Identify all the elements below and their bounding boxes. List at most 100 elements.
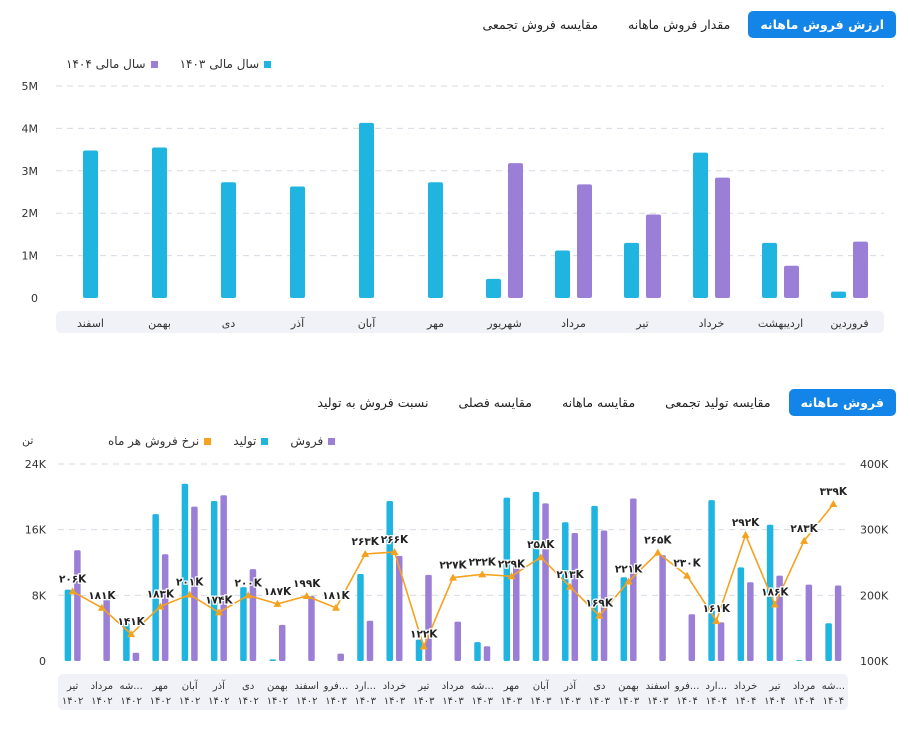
x-tick-year: ۱۴۰۴ bbox=[706, 696, 727, 707]
bar-1404 bbox=[853, 241, 868, 298]
legend-item-1403[interactable]: سال مالی ۱۴۰۳ bbox=[180, 57, 272, 71]
x-tick-month: خرداد bbox=[383, 681, 406, 692]
bar-1404 bbox=[646, 214, 661, 298]
x-tick-label: آبان bbox=[358, 316, 376, 330]
bar-production bbox=[562, 522, 569, 661]
bar-production bbox=[825, 623, 832, 661]
x-tick-year: ۱۴۰۳ bbox=[559, 696, 581, 707]
legend-swatch-purple bbox=[150, 60, 158, 68]
x-tick-month: تیر bbox=[417, 681, 430, 692]
x-tick-month: بهمن bbox=[618, 681, 639, 692]
rate-data-label: ۲۲۹K bbox=[498, 558, 526, 570]
tab-cumulative-sales-compare[interactable]: مقایسه فروش تجمعی bbox=[482, 17, 599, 32]
x-tick-year: ۱۴۰۳ bbox=[530, 696, 552, 707]
rate-data-label: ۲۶۳K bbox=[352, 536, 380, 548]
rate-data-label: ۲۶۶K bbox=[381, 534, 409, 546]
rate-data-label: ۱۶۹K bbox=[586, 598, 614, 610]
rate-marker bbox=[741, 530, 750, 538]
legend-item-production[interactable]: تولید bbox=[233, 434, 269, 448]
bar-sales bbox=[834, 585, 842, 661]
bar-sales bbox=[542, 503, 549, 661]
x-tick-year: ۱۴۰۲ bbox=[267, 696, 288, 707]
rate-marker bbox=[68, 587, 77, 595]
bar-sales bbox=[454, 621, 461, 661]
rate-marker bbox=[536, 553, 545, 561]
x-tick-year: ۱۴۰۴ bbox=[735, 696, 756, 707]
x-tick-year: ۱۴۰۳ bbox=[384, 696, 406, 707]
x-tick-year: ۱۴۰۳ bbox=[325, 696, 347, 707]
x-axis-strip bbox=[56, 311, 884, 333]
bar-production bbox=[708, 500, 715, 661]
left-axis-unit: تن bbox=[22, 434, 34, 447]
rate-marker bbox=[214, 608, 223, 616]
bar-production bbox=[210, 500, 218, 661]
bottom-chart-legend: فروش تولید نرخ فروش هر ماه bbox=[108, 434, 336, 448]
legend-item-1404[interactable]: سال مالی ۱۴۰۴ bbox=[66, 57, 158, 71]
x-tick-month: اسفند bbox=[294, 681, 318, 692]
rate-data-label: ۳۳۹K bbox=[820, 486, 848, 498]
x-tick-month: آبان bbox=[533, 679, 550, 692]
legend-item-rate[interactable]: نرخ فروش هر ماه bbox=[108, 434, 212, 448]
x-tick-month: بهمن bbox=[267, 681, 288, 692]
x-tick-month: فرو... bbox=[674, 681, 700, 692]
top-bar-chart: 0 1M 2M 3M 4M 5M فروردین اردیبهشت خرداد تیر مرداد ش… bbox=[22, 80, 884, 333]
x-tick-year: ۱۴۰۴ bbox=[676, 696, 697, 707]
y-tick-label: 2M bbox=[22, 207, 39, 220]
rate-marker bbox=[331, 603, 340, 611]
x-tick-month: آبان bbox=[182, 679, 199, 692]
rate-marker bbox=[390, 547, 399, 555]
x-tick-year: ۱۴۰۲ bbox=[62, 696, 83, 707]
bar-sales bbox=[571, 532, 579, 661]
bottom-tab-bar: فروش ماهانه مقایسه تولید تجمعی مقایسه ما… bbox=[305, 389, 896, 416]
x-tick-year: ۱۴۰۳ bbox=[501, 696, 523, 707]
x-tick-label: اردیبهشت bbox=[758, 317, 803, 330]
tab-monthly-sales[interactable]: فروش ماهانه bbox=[788, 389, 896, 416]
rate-marker bbox=[566, 582, 575, 590]
x-tick-year: ۱۴۰۳ bbox=[472, 696, 494, 707]
rate-data-label: ۱۹۹K bbox=[293, 578, 321, 590]
rate-data-label: ۱۸۳K bbox=[147, 588, 175, 600]
rate-data-label: ۲۰۶K bbox=[59, 573, 87, 585]
y-tick-label: 0 bbox=[31, 292, 38, 305]
rate-marker bbox=[273, 599, 282, 607]
x-tick-month: مهر bbox=[503, 681, 519, 692]
bar-sales bbox=[249, 569, 257, 661]
bar-production bbox=[766, 524, 774, 661]
left-y-tick-label: 16K bbox=[25, 524, 47, 537]
x-tick-label: مهر bbox=[426, 317, 444, 330]
rate-data-label: ۲۱۳K bbox=[556, 569, 584, 581]
bar-sales bbox=[161, 554, 169, 661]
bar-sales bbox=[278, 624, 286, 661]
tab-monthly-sales-quantity[interactable]: مقدار فروش ماهانه bbox=[628, 17, 731, 32]
bar-1404 bbox=[577, 184, 592, 298]
rate-marker bbox=[244, 591, 253, 599]
tab-monthly-sales-value[interactable]: ارزش فروش ماهانه bbox=[748, 11, 896, 38]
bar-1403 bbox=[762, 242, 777, 298]
bar-production bbox=[591, 505, 598, 661]
x-tick-year: ۱۴۰۳ bbox=[442, 696, 464, 707]
rate-data-label: ۱۸۱K bbox=[322, 590, 350, 602]
x-tick-month: ارد... bbox=[706, 681, 728, 692]
rate-marker bbox=[156, 602, 165, 610]
rate-marker bbox=[624, 577, 633, 585]
bar-sales bbox=[74, 550, 81, 661]
legend-item-sales[interactable]: فروش bbox=[290, 434, 336, 448]
rate-data-label: ۱۲۲K bbox=[410, 629, 438, 641]
tab-monthly-compare[interactable]: مقایسه ماهانه bbox=[561, 395, 636, 410]
x-tick-year: ۱۴۰۳ bbox=[589, 696, 611, 707]
bar-sales bbox=[630, 498, 637, 661]
tab-cumulative-production[interactable]: مقایسه تولید تجمعی bbox=[665, 395, 771, 410]
rate-marker bbox=[770, 600, 779, 608]
rate-data-label: ۲۸۳K bbox=[790, 523, 818, 535]
bar-production bbox=[503, 497, 511, 661]
x-tick-label: خرداد bbox=[699, 317, 725, 330]
legend-swatch-cyan bbox=[264, 60, 272, 68]
tab-sales-to-production[interactable]: نسبت فروش به تولید bbox=[317, 395, 429, 410]
x-tick-label: مرداد bbox=[561, 317, 586, 330]
bar-sales bbox=[483, 646, 491, 661]
tab-seasonal-compare[interactable]: مقایسه فصلی bbox=[458, 395, 532, 410]
rate-marker bbox=[419, 642, 428, 650]
bar-1403 bbox=[83, 150, 98, 298]
bar-production bbox=[269, 659, 276, 661]
bar-sales bbox=[337, 653, 344, 661]
